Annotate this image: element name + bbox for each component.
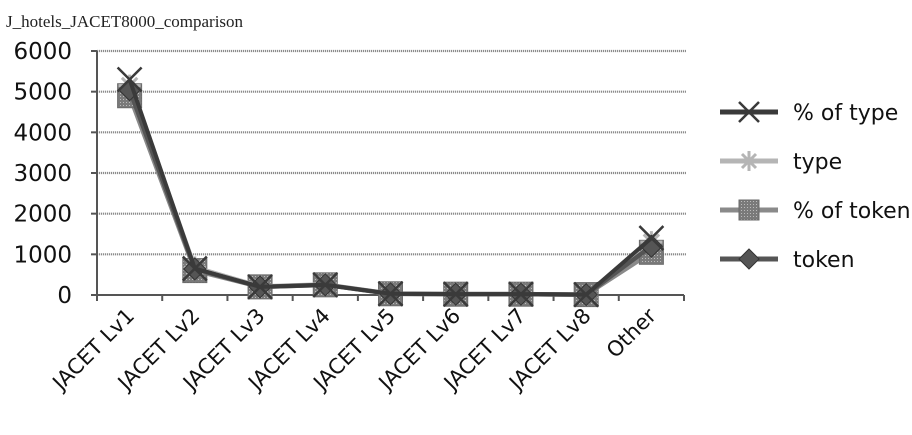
series--of-type	[116, 66, 665, 308]
legend-item: % of type	[720, 101, 898, 126]
data-point	[247, 273, 273, 300]
legend-marker	[739, 151, 759, 171]
legend-label: type	[793, 150, 842, 175]
legend-label: % of type	[793, 101, 898, 126]
data-point	[377, 280, 404, 307]
series-line	[127, 78, 653, 297]
legend: % of type type % of token token	[720, 101, 911, 273]
series-line	[127, 88, 653, 297]
data-point	[508, 281, 534, 308]
y-tick-label: 1000	[13, 242, 72, 268]
y-tick-label: 3000	[13, 161, 72, 187]
series-line	[127, 94, 653, 297]
data-point	[116, 66, 143, 93]
legend-label: % of token	[793, 199, 911, 224]
gridlines	[97, 49, 686, 256]
y-tick-label: 6000	[13, 39, 72, 65]
data-point	[638, 225, 665, 251]
legend-item: token	[720, 248, 855, 273]
data-point	[181, 255, 208, 282]
data-point	[312, 271, 339, 298]
x-tick-label: Other	[602, 303, 661, 362]
y-tick-label: 0	[57, 283, 72, 309]
legend-label: token	[793, 248, 855, 273]
series-line	[127, 84, 653, 297]
data-point	[442, 281, 469, 308]
y-tick-label: 2000	[13, 202, 72, 228]
legend-marker	[738, 199, 760, 221]
legend-item: % of token	[720, 199, 911, 224]
axes	[91, 50, 685, 301]
data-point	[573, 281, 600, 308]
y-tick-label: 4000	[13, 120, 72, 146]
legend-marker	[738, 248, 760, 270]
y-tick-labels: 0 1000 2000 3000 4000 5000 6000	[13, 39, 72, 309]
legend-marker	[738, 101, 760, 123]
y-tick-label: 5000	[13, 80, 72, 106]
series-lines	[116, 66, 665, 308]
legend-item: type	[720, 150, 842, 175]
chart-title: J_hotels_JACET8000_comparison	[6, 12, 244, 31]
